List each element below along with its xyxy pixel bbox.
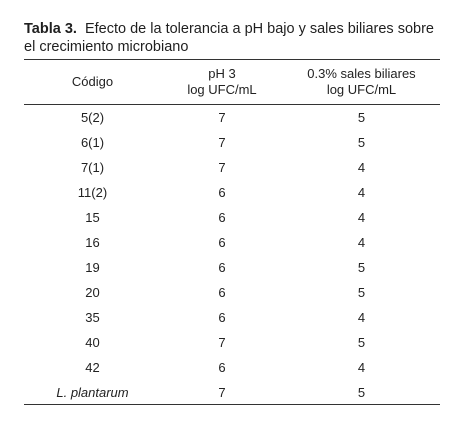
- cell-codigo: 7(1): [80, 160, 105, 175]
- cell-ph3: 7: [218, 135, 226, 150]
- cell-bile-salts: 5: [283, 380, 440, 405]
- top-rule: [24, 59, 440, 60]
- cell-ph3: 6: [218, 285, 226, 300]
- cell-bile-salts: 4: [357, 210, 366, 225]
- cell-ph3: 6: [218, 210, 226, 225]
- cell-ph3: 7: [161, 380, 283, 405]
- cell-codigo: 19: [85, 260, 100, 275]
- cell-bile-salts: 5: [357, 260, 366, 275]
- header-codigo-label: Código: [71, 74, 114, 89]
- cell-ph3: 7: [218, 110, 226, 125]
- header-ph3-line1: pH 3: [208, 66, 236, 81]
- cell-ph3: 7: [218, 335, 226, 350]
- cell-codigo: 16: [85, 235, 100, 250]
- table-row: L. plantarum 7 5: [24, 380, 440, 405]
- cell-codigo: 20: [85, 285, 100, 300]
- table-row: 15 6 4: [24, 205, 440, 230]
- cell-codigo: 5(2): [80, 110, 105, 125]
- cell-ph3: 6: [218, 235, 226, 250]
- table-row: 20 6 5: [24, 280, 440, 305]
- cell-codigo: L. plantarum: [24, 380, 161, 405]
- cell-ph3: 6: [218, 360, 226, 375]
- cell-codigo: 42: [85, 360, 100, 375]
- table-caption-text: Efecto de la tolerancia a pH bajo y sale…: [24, 21, 434, 55]
- table-row: 19 6 5: [24, 255, 440, 280]
- table-row: 7(1) 7 4: [24, 155, 440, 180]
- cell-codigo: 6(1): [80, 135, 105, 150]
- data-table: Código pH 3 log UFC/mL 0.3% sales biliar…: [24, 60, 440, 405]
- cell-bile-salts: 5: [357, 110, 366, 125]
- cell-ph3: 7: [218, 160, 226, 175]
- cell-bile-salts: 4: [357, 185, 366, 200]
- table-header: Código pH 3 log UFC/mL 0.3% sales biliar…: [24, 60, 440, 105]
- cell-ph3: 6: [218, 260, 226, 275]
- table-row: 35 6 4: [24, 305, 440, 330]
- header-row: Código pH 3 log UFC/mL 0.3% sales biliar…: [24, 60, 440, 105]
- cell-bile-salts: 4: [357, 160, 366, 175]
- cell-codigo: 15: [85, 210, 100, 225]
- header-bile-line2: log UFC/mL: [326, 82, 397, 97]
- table-row: 16 6 4: [24, 230, 440, 255]
- table-row: 6(1) 7 5: [24, 130, 440, 155]
- header-ph3: pH 3 log UFC/mL: [161, 60, 283, 105]
- table-caption-label: Tabla 3.: [24, 21, 77, 37]
- table-row: 40 7 5: [24, 330, 440, 355]
- table-row: 42 6 4: [24, 355, 440, 380]
- cell-codigo: 40: [85, 335, 100, 350]
- cell-ph3: 6: [218, 185, 226, 200]
- cell-codigo: 35: [85, 310, 100, 325]
- cell-ph3: 6: [218, 310, 226, 325]
- header-ph3-line2: log UFC/mL: [187, 82, 257, 97]
- cell-bile-salts: 4: [357, 310, 366, 325]
- table-document: Tabla 3. Efecto de la tolerancia a pH ba…: [24, 20, 440, 405]
- cell-bile-salts: 4: [357, 360, 366, 375]
- header-codigo: Código: [24, 60, 161, 105]
- header-bile-line1: 0.3% sales biliares: [307, 66, 416, 81]
- cell-codigo: 11(2): [77, 185, 108, 200]
- cell-bile-salts: 5: [357, 135, 366, 150]
- cell-bile-salts: 4: [357, 235, 366, 250]
- table-row: 5(2) 7 5: [24, 105, 440, 131]
- table-body: 5(2) 7 5 6(1) 7 5 7(1) 7 4 11(2) 6 4 15 6 4 16 6 4 19 6 5 20 6…: [24, 105, 440, 405]
- cell-bile-salts: 5: [357, 335, 366, 350]
- header-bile-salts: 0.3% sales biliares log UFC/mL: [283, 60, 440, 105]
- cell-bile-salts: 5: [357, 285, 366, 300]
- table-caption: Tabla 3. Efecto de la tolerancia a pH ba…: [24, 20, 440, 59]
- table-row: 11(2) 6 4: [24, 180, 440, 205]
